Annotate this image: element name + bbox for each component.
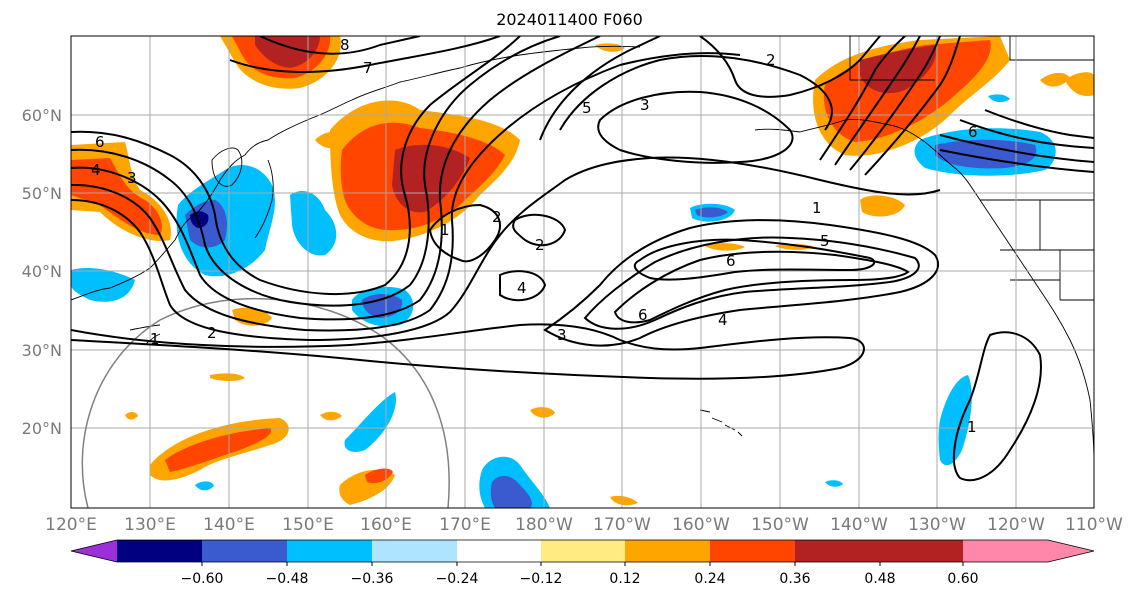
contour-lines <box>71 36 1094 482</box>
colorbar-tick-label: 0.60 <box>947 571 978 587</box>
lon-label: 130°W <box>908 515 966 535</box>
contour-label: 4 <box>517 279 527 297</box>
contour-label: 3 <box>557 326 567 344</box>
contour-label: 6 <box>968 123 978 141</box>
contour-label: 2 <box>766 51 776 69</box>
contour-label: 4 <box>718 311 728 329</box>
lon-label: 170°E <box>439 515 491 535</box>
lat-label: 60°N <box>22 106 62 125</box>
colorbar-outline <box>70 539 1095 563</box>
contour-label: 8 <box>340 36 350 54</box>
colorbar-tick-label: 0.48 <box>864 571 895 587</box>
colorbar-segment <box>541 540 625 562</box>
lat-label: 30°N <box>22 341 62 360</box>
contour-labels: 8 7 6 4 3 2 5 3 2 1 2 2 4 3 5 6 6 4 1 6 … <box>91 36 978 436</box>
lon-label: 130°E <box>124 515 176 535</box>
colorbar-tick-label: −0.60 <box>181 571 224 587</box>
lon-label: 140°W <box>830 515 888 535</box>
colorbar-tick-label: 0.12 <box>609 571 640 587</box>
map-frame <box>70 35 1095 509</box>
coastlines <box>71 36 1094 461</box>
colorbar-tick-label: −0.48 <box>266 571 309 587</box>
graticule <box>71 36 1094 508</box>
contour-label: 1 <box>967 418 977 436</box>
colorbar-extend-low <box>71 540 117 562</box>
colorbar-tick-label: 0.24 <box>694 571 725 587</box>
lon-label: 180°W <box>515 515 573 535</box>
colorbar-segment <box>457 540 541 562</box>
contour-label: 1 <box>150 330 160 348</box>
lon-label: 160°W <box>672 515 730 535</box>
lon-label: 140°E <box>203 515 255 535</box>
lat-label: 40°N <box>22 262 62 281</box>
lon-label: 120°E <box>45 515 97 535</box>
colorbar-extend-high <box>963 540 1094 562</box>
colorbar-segment <box>710 540 795 562</box>
contour-label: 3 <box>127 169 137 187</box>
lon-label: 160°E <box>360 515 412 535</box>
colorbar-tick-label: −0.12 <box>520 571 563 587</box>
latitude-labels: 60°N 50°N 40°N 30°N 20°N <box>22 106 62 438</box>
contour-label: 1 <box>440 221 450 239</box>
lon-label: 120°W <box>987 515 1045 535</box>
colorbar-segment <box>625 540 710 562</box>
contour-label: 1 <box>812 199 822 217</box>
colorbar-tick-label: −0.36 <box>351 571 394 587</box>
colorbar: −0.60 −0.48 −0.36 −0.24 −0.12 0.12 0.24 … <box>70 539 1095 587</box>
lat-label: 50°N <box>22 184 62 203</box>
contour-label: 6 <box>726 252 736 270</box>
lat-label: 20°N <box>22 419 62 438</box>
contour-label: 2 <box>492 208 502 226</box>
colorbar-segment <box>117 540 202 562</box>
range-ring <box>81 297 450 508</box>
colorbar-segment <box>202 540 287 562</box>
map-title: 2024011400 F060 <box>496 10 643 29</box>
contour-label: 2 <box>535 236 545 254</box>
contour-label: 7 <box>363 59 373 77</box>
contour-label: 6 <box>95 133 105 151</box>
colorbar-segment <box>287 540 372 562</box>
colorbar-segment <box>372 540 457 562</box>
contour-label: 5 <box>582 99 592 117</box>
lon-label: 150°W <box>751 515 809 535</box>
contour-label: 4 <box>91 161 101 179</box>
contour-label: 2 <box>207 324 217 342</box>
colorbar-segment <box>880 540 963 562</box>
colorbar-tick-label: −0.24 <box>436 571 479 587</box>
colorbar-segment <box>795 540 880 562</box>
contour-label: 3 <box>640 96 650 114</box>
longitude-labels: 120°E 130°E 140°E 150°E 160°E 170°E 180°… <box>45 515 1123 535</box>
lon-label: 170°W <box>593 515 651 535</box>
contour-label: 6 <box>638 306 648 324</box>
lon-label: 110°W <box>1065 515 1123 535</box>
colorbar-tick-label: 0.36 <box>779 571 810 587</box>
lon-label: 150°E <box>282 515 334 535</box>
contour-label: 5 <box>820 232 830 250</box>
